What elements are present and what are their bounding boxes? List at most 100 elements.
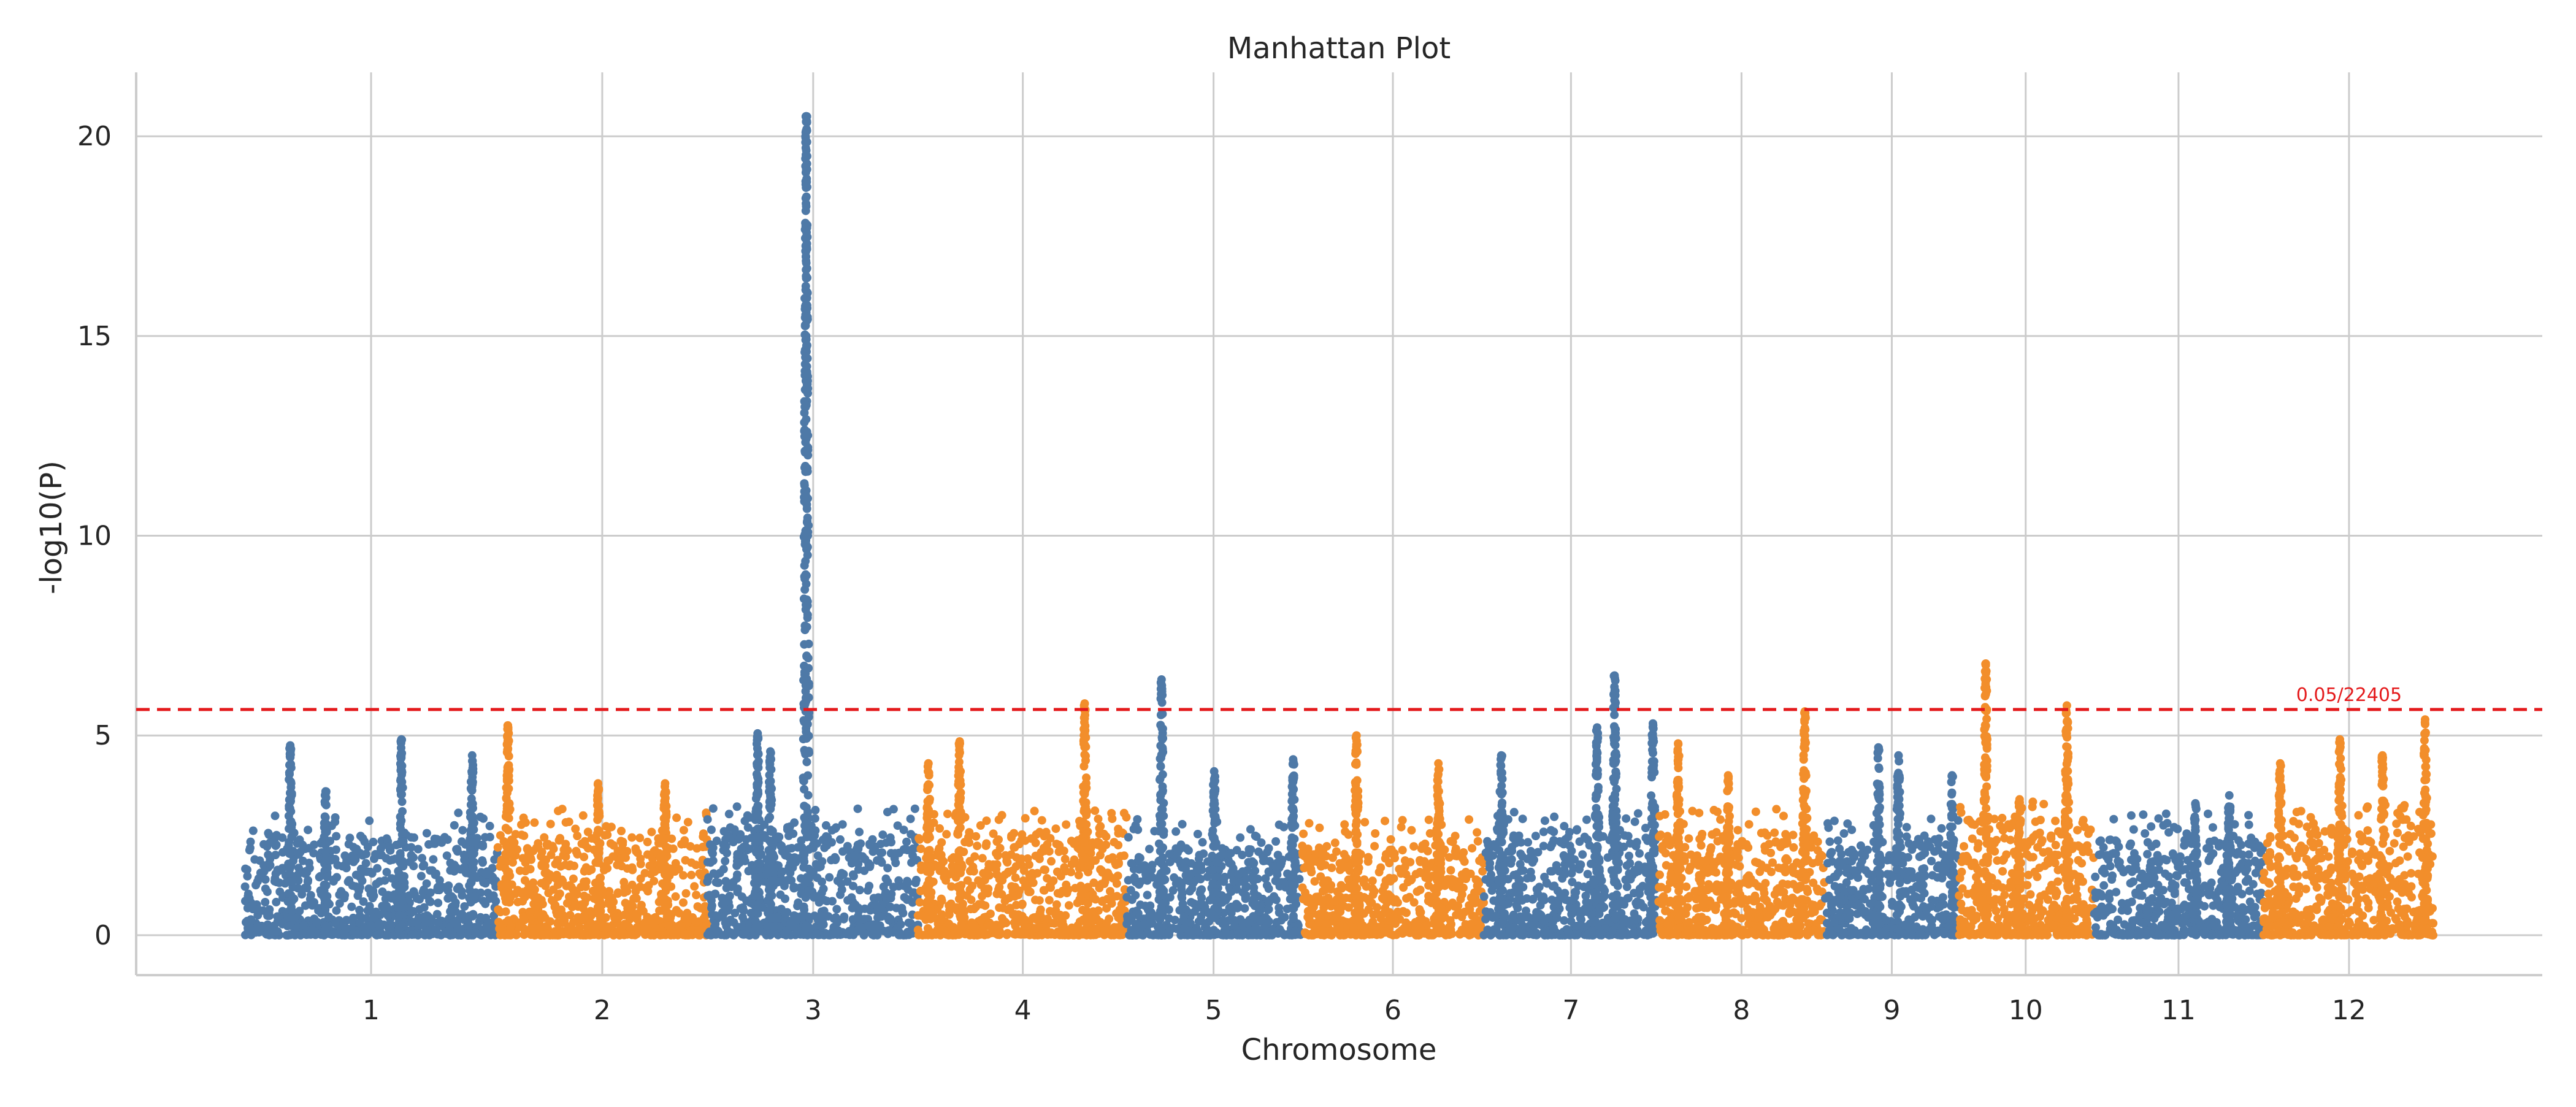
snp-point: [1338, 894, 1346, 902]
snp-point: [1061, 855, 1070, 864]
snp-point: [1227, 849, 1235, 857]
snp-point: [494, 917, 503, 926]
snp-point: [768, 914, 776, 922]
snp-point: [481, 900, 489, 908]
snp-point: [1199, 849, 1208, 858]
snp-point: [1024, 854, 1032, 863]
snp-point: [706, 930, 715, 939]
snp-point: [1272, 895, 1281, 904]
snp-point: [1226, 931, 1235, 940]
snp-point: [895, 849, 903, 857]
snp-point: [802, 580, 811, 588]
snp-point: [812, 860, 821, 868]
snp-point: [838, 820, 847, 829]
snp-point: [802, 266, 810, 274]
snp-point: [803, 313, 812, 321]
snp-point: [253, 877, 262, 886]
snp-point: [1289, 778, 1297, 786]
snp-point: [369, 886, 377, 895]
snp-point: [593, 810, 602, 819]
snp-point: [477, 913, 485, 922]
snp-point: [505, 930, 514, 939]
snp-point: [1031, 895, 1040, 904]
snp-point: [723, 884, 731, 892]
snp-point: [1156, 892, 1164, 900]
snp-point: [1416, 868, 1424, 876]
snp-point: [687, 859, 696, 867]
snp-point: [478, 841, 487, 849]
snp-point: [482, 922, 491, 930]
snp-point: [457, 928, 466, 937]
snp-point: [323, 873, 331, 881]
snp-point: [429, 855, 437, 864]
snp-point: [244, 890, 253, 898]
snp-point: [805, 640, 813, 648]
snp-point: [321, 828, 330, 837]
snp-point: [711, 920, 719, 929]
snp-point: [1188, 884, 1197, 893]
snp-point: [594, 825, 602, 834]
snp-point: [1043, 914, 1052, 923]
snp-point: [1288, 833, 1297, 842]
snp-point: [1018, 900, 1027, 908]
snp-point: [1011, 873, 1020, 882]
snp-point: [800, 802, 808, 810]
peak-top-point: [468, 751, 477, 760]
snp-point: [943, 810, 952, 818]
snp-point: [978, 900, 987, 909]
snp-point: [409, 853, 418, 862]
snp-point: [684, 818, 692, 827]
snp-point: [1289, 914, 1298, 923]
snp-point: [397, 884, 405, 892]
snp-point: [849, 870, 857, 879]
snp-point: [802, 528, 810, 537]
snp-point: [1175, 876, 1183, 885]
snp-point: [458, 891, 466, 900]
snp-point: [554, 806, 562, 815]
snp-point: [449, 919, 458, 927]
snp-point: [551, 901, 559, 910]
snp-point: [661, 835, 670, 843]
snp-point: [970, 867, 978, 876]
snp-point: [938, 915, 946, 924]
snp-point: [1157, 690, 1165, 699]
snp-point: [1246, 926, 1254, 935]
snp-point: [876, 849, 885, 857]
snp-point: [286, 783, 295, 792]
snp-point: [700, 914, 708, 922]
snp-point: [811, 806, 819, 814]
snp-point: [1251, 902, 1259, 910]
snp-point: [781, 895, 789, 903]
snp-point: [765, 837, 774, 845]
snp-point: [754, 764, 762, 772]
snp-point: [765, 803, 774, 811]
peak-top-point: [594, 779, 602, 787]
snp-point: [907, 814, 915, 823]
snp-point: [912, 876, 921, 884]
snp-point: [464, 922, 473, 930]
snp-point: [1113, 879, 1121, 888]
snp-point: [355, 906, 364, 914]
snp-point: [1218, 898, 1227, 907]
snp-point: [805, 749, 813, 757]
snp-point: [1143, 891, 1152, 899]
snp-point: [1219, 920, 1227, 929]
snp-point: [365, 816, 374, 825]
snp-point: [803, 288, 811, 297]
snp-point: [494, 905, 502, 914]
snp-point: [799, 735, 808, 743]
snp-point: [398, 896, 407, 905]
snp-point: [820, 843, 829, 852]
snp-point: [1244, 845, 1253, 854]
snp-point: [851, 900, 859, 909]
snp-point: [301, 884, 309, 892]
snp-point: [383, 931, 391, 940]
snp-point: [367, 907, 375, 916]
snp-point: [321, 799, 329, 808]
snp-point: [838, 847, 847, 856]
snp-point: [1200, 919, 1209, 928]
peak-top-point: [397, 735, 406, 744]
snp-point: [1287, 797, 1296, 805]
snp-point: [804, 791, 813, 800]
snp-point: [802, 180, 810, 189]
